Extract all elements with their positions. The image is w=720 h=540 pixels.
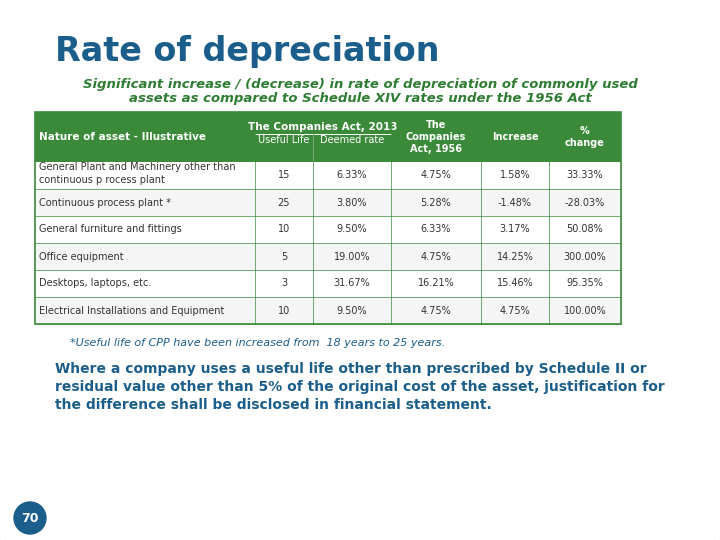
Circle shape — [14, 502, 46, 534]
Text: 16.21%: 16.21% — [418, 279, 454, 288]
Text: The Companies Act, 2013: The Companies Act, 2013 — [248, 122, 397, 132]
Text: 3.17%: 3.17% — [500, 225, 531, 234]
Bar — [35, 112, 621, 324]
Text: 6.33%: 6.33% — [420, 225, 451, 234]
Text: -28.03%: -28.03% — [565, 198, 605, 207]
Text: 9.50%: 9.50% — [337, 306, 367, 315]
Text: General furniture and fittings: General furniture and fittings — [39, 225, 181, 234]
Text: Nature of asset - Illustrative: Nature of asset - Illustrative — [39, 132, 206, 142]
Text: General Plant and Machinery other than
continuous p rocess plant: General Plant and Machinery other than c… — [39, 162, 235, 185]
Text: 14.25%: 14.25% — [497, 252, 534, 261]
Text: Desktops, laptops, etc.: Desktops, laptops, etc. — [39, 279, 151, 288]
Text: 31.67%: 31.67% — [333, 279, 370, 288]
Text: Office equipment: Office equipment — [39, 252, 124, 261]
Text: 4.75%: 4.75% — [420, 252, 451, 261]
Bar — [35, 243, 621, 270]
Text: 9.50%: 9.50% — [337, 225, 367, 234]
Text: 1.58%: 1.58% — [500, 171, 531, 180]
Text: Useful Life: Useful Life — [258, 135, 310, 145]
Text: -1.48%: -1.48% — [498, 198, 532, 207]
Text: 3.80%: 3.80% — [337, 198, 367, 207]
Text: Continuous process plant *: Continuous process plant * — [39, 198, 171, 207]
Text: 100.00%: 100.00% — [564, 306, 606, 315]
Text: 50.08%: 50.08% — [567, 225, 603, 234]
Text: 6.33%: 6.33% — [337, 171, 367, 180]
Text: Where a company uses a useful life other than prescribed by Schedule II or: Where a company uses a useful life other… — [55, 362, 647, 376]
Text: Deemed rate: Deemed rate — [320, 135, 384, 145]
Text: %
change: % change — [565, 126, 605, 148]
Text: Rate of depreciation: Rate of depreciation — [55, 35, 439, 68]
Text: 19.00%: 19.00% — [333, 252, 370, 261]
Text: 33.33%: 33.33% — [567, 171, 603, 180]
Bar — [35, 270, 621, 297]
Text: 300.00%: 300.00% — [564, 252, 606, 261]
Text: *Useful life of CPP have been increased from  18 years to 25 years.: *Useful life of CPP have been increased … — [70, 338, 445, 348]
Text: Increase: Increase — [492, 132, 539, 142]
Text: the difference shall be disclosed in financial statement.: the difference shall be disclosed in fin… — [55, 398, 492, 412]
Text: 15: 15 — [278, 171, 290, 180]
Text: The
Companies
Act, 1956: The Companies Act, 1956 — [406, 119, 466, 154]
Bar — [35, 162, 621, 189]
Text: 5: 5 — [281, 252, 287, 261]
Bar — [35, 297, 621, 324]
Text: 10: 10 — [278, 306, 290, 315]
Text: 4.75%: 4.75% — [420, 171, 451, 180]
Text: 95.35%: 95.35% — [567, 279, 603, 288]
Text: residual value other than 5% of the original cost of the asset, justification fo: residual value other than 5% of the orig… — [55, 380, 665, 394]
Text: 4.75%: 4.75% — [500, 306, 531, 315]
Text: Significant increase / (decrease) in rate of depreciation of commonly used: Significant increase / (decrease) in rat… — [83, 78, 637, 91]
Text: Electrical Installations and Equipment: Electrical Installations and Equipment — [39, 306, 225, 315]
Text: 4.75%: 4.75% — [420, 306, 451, 315]
Bar — [35, 216, 621, 243]
Text: 70: 70 — [22, 511, 39, 524]
Bar — [35, 112, 621, 162]
Text: 10: 10 — [278, 225, 290, 234]
Text: 25: 25 — [278, 198, 290, 207]
Text: 5.28%: 5.28% — [420, 198, 451, 207]
Text: 15.46%: 15.46% — [497, 279, 534, 288]
Text: assets as compared to Schedule XIV rates under the 1956 Act: assets as compared to Schedule XIV rates… — [129, 92, 591, 105]
Bar — [35, 189, 621, 216]
Text: 3: 3 — [281, 279, 287, 288]
